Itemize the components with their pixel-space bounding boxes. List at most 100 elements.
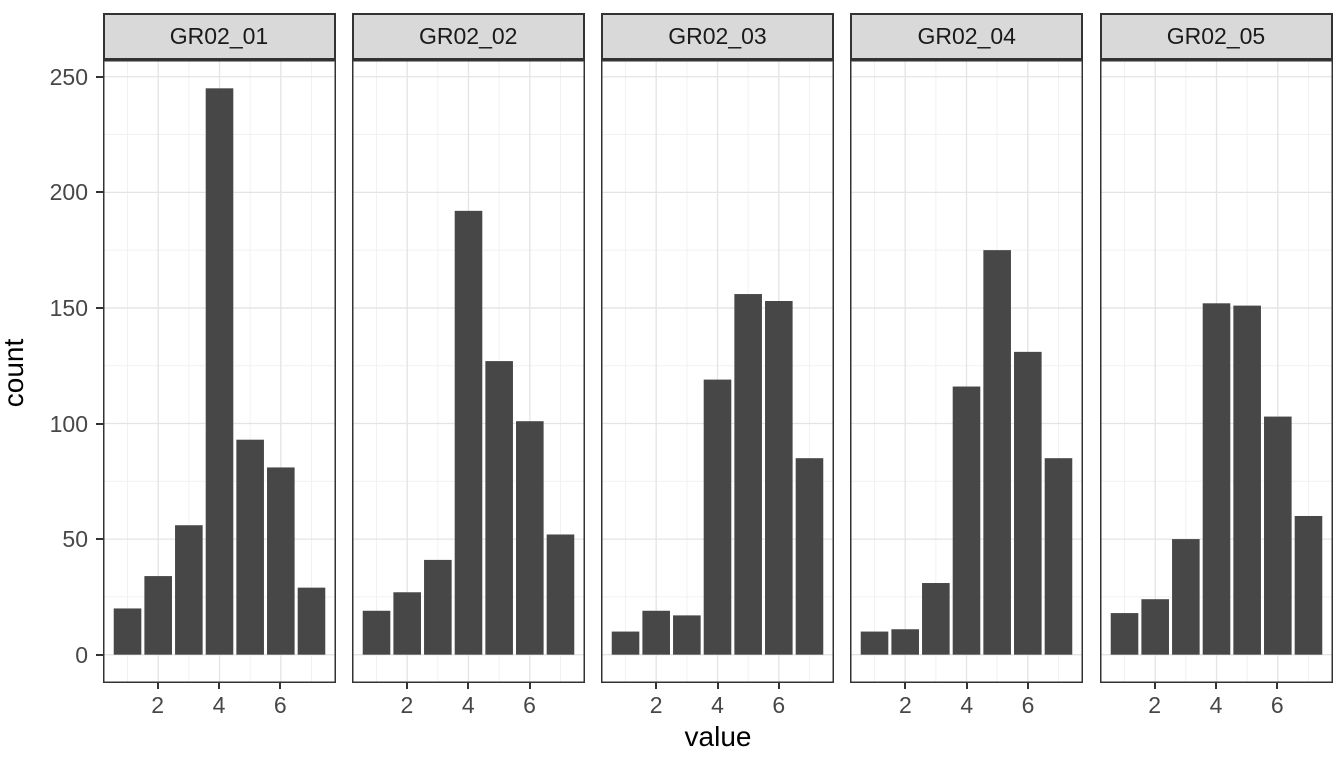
y-tick-label: 250 bbox=[49, 63, 88, 90]
histogram-bar bbox=[485, 361, 513, 655]
facet-panel bbox=[850, 60, 1084, 683]
y-tick-label: 100 bbox=[49, 410, 88, 437]
histogram-bar bbox=[703, 379, 732, 655]
facet-strip-label: GR02_02 bbox=[419, 23, 518, 49]
histogram-bar bbox=[1202, 303, 1230, 655]
x-tick-mark bbox=[405, 683, 408, 689]
histogram-bar bbox=[922, 583, 950, 655]
histogram-bar bbox=[393, 592, 421, 655]
x-tick-mark bbox=[279, 683, 282, 689]
y-tick-label: 0 bbox=[75, 641, 88, 668]
y-tick-mark bbox=[96, 653, 103, 656]
histogram-bar bbox=[1110, 613, 1138, 655]
x-tick-mark bbox=[716, 683, 719, 689]
histogram-bar bbox=[362, 610, 391, 655]
histogram-bar bbox=[1014, 351, 1042, 655]
facet-panel bbox=[102, 60, 336, 683]
x-tick-label: 6 bbox=[772, 692, 786, 718]
x-tick-label: 6 bbox=[523, 692, 536, 718]
facet-strip-label: GR02_01 bbox=[169, 23, 269, 49]
facet-strip-label: GR02_05 bbox=[1166, 23, 1266, 49]
x-tick-label: 6 bbox=[1021, 692, 1035, 718]
facet-strip-label: GR02_03 bbox=[668, 23, 767, 49]
y-tick-mark bbox=[96, 422, 103, 425]
histogram-bar bbox=[174, 525, 203, 655]
x-tick-label: 4 bbox=[1209, 692, 1223, 718]
facet-strip: GR02_04 bbox=[850, 13, 1084, 60]
x-tick-label: 4 bbox=[960, 692, 974, 718]
x-tick-mark bbox=[528, 683, 531, 689]
x-tick-mark bbox=[1276, 683, 1279, 689]
histogram-bar bbox=[983, 250, 1012, 655]
y-tick-mark bbox=[96, 538, 103, 541]
y-tick-mark bbox=[96, 75, 103, 78]
x-tick-label: 2 bbox=[1148, 692, 1162, 718]
x-tick-mark bbox=[1027, 683, 1030, 689]
x-tick-label: 4 bbox=[212, 692, 226, 718]
x-tick-label: 2 bbox=[400, 692, 414, 718]
x-tick-mark bbox=[904, 683, 907, 689]
histogram-bar bbox=[423, 559, 452, 655]
x-tick-label: 4 bbox=[461, 692, 475, 718]
y-tick-label: 200 bbox=[49, 179, 88, 206]
panel-border bbox=[102, 60, 336, 683]
histogram-bar bbox=[795, 458, 824, 655]
histogram-bar bbox=[1294, 515, 1322, 655]
x-tick-mark bbox=[1153, 683, 1156, 689]
x-tick-label: 6 bbox=[1270, 692, 1284, 718]
histogram-bar bbox=[1044, 458, 1073, 655]
histogram-bar bbox=[611, 631, 640, 655]
facet-strip: GR02_05 bbox=[1099, 13, 1333, 60]
x-tick-label: 2 bbox=[899, 692, 912, 718]
y-axis-title: count bbox=[0, 338, 29, 408]
histogram-bar bbox=[546, 534, 575, 655]
x-tick-mark bbox=[777, 683, 780, 689]
histogram-bar bbox=[235, 439, 264, 655]
panel-border bbox=[601, 60, 834, 683]
x-tick-mark bbox=[156, 683, 159, 689]
histogram-bar bbox=[297, 587, 325, 655]
panel-border bbox=[1099, 60, 1333, 683]
histogram-bar bbox=[515, 421, 544, 655]
histogram-bar bbox=[205, 88, 233, 655]
facet-panel bbox=[1099, 60, 1333, 683]
x-tick-mark bbox=[218, 683, 220, 689]
x-axis-title: value bbox=[684, 721, 752, 752]
histogram-bar bbox=[1171, 539, 1200, 655]
facet-panel bbox=[351, 60, 585, 683]
panel-border bbox=[351, 60, 585, 683]
histogram-bar bbox=[734, 294, 762, 655]
histogram-bar bbox=[113, 608, 141, 655]
histogram-bar bbox=[1263, 416, 1292, 655]
histogram-bar bbox=[454, 210, 483, 655]
x-tick-label: 4 bbox=[711, 692, 724, 718]
y-tick-mark bbox=[96, 191, 103, 194]
x-tick-label: 2 bbox=[649, 692, 663, 718]
facet-panel bbox=[601, 60, 834, 683]
panel-border bbox=[850, 60, 1084, 683]
histogram-bar bbox=[673, 615, 701, 655]
y-tick-mark bbox=[96, 306, 103, 309]
histogram-bar bbox=[860, 631, 889, 655]
x-tick-label: 6 bbox=[273, 692, 287, 718]
x-tick-mark bbox=[1215, 683, 1217, 689]
y-tick-label: 50 bbox=[62, 526, 88, 553]
facet-strip: GR02_01 bbox=[102, 13, 336, 60]
histogram-bar bbox=[1232, 305, 1261, 655]
histogram-bar bbox=[1140, 599, 1169, 655]
histogram-bar bbox=[266, 467, 295, 655]
histogram-bar bbox=[765, 300, 793, 655]
histogram-bar bbox=[143, 576, 172, 655]
facet-strip: GR02_02 bbox=[351, 13, 585, 60]
x-tick-mark bbox=[965, 683, 968, 689]
y-tick-label: 150 bbox=[49, 294, 88, 321]
histogram-bar bbox=[891, 629, 920, 655]
facet-strip: GR02_03 bbox=[601, 13, 834, 60]
histogram-bar bbox=[952, 386, 981, 655]
facet-strip-label: GR02_04 bbox=[917, 23, 1016, 49]
x-tick-label: 2 bbox=[151, 692, 165, 718]
x-tick-mark bbox=[467, 683, 470, 689]
x-tick-mark bbox=[655, 683, 658, 689]
histogram-bar bbox=[642, 610, 670, 655]
